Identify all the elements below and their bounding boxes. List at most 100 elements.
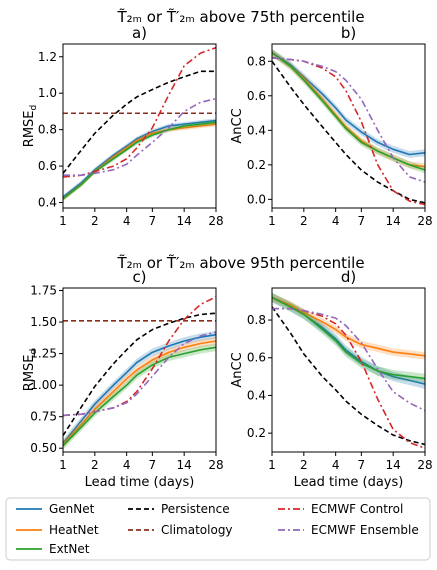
x-tick-label: 28 [417, 458, 432, 472]
series-persistence [63, 70, 216, 174]
legend-label-persistence: Persistence [161, 502, 230, 516]
series-extnet [63, 121, 216, 200]
legend-label-ecmwf_control: ECMWF Control [311, 502, 403, 516]
panel-3: 1 2 4 7 14 28 0.2 0.4 0.6 0.8 d) AnCC Lead time (day… [230, 268, 433, 490]
band-genet [63, 118, 216, 200]
x-tick-label: 1 [59, 458, 67, 472]
y-tick-label: 0.75 [30, 410, 57, 424]
x-tick-label: 4 [123, 214, 131, 228]
panel-1: 1 2 4 7 14 28 0.0 0.2 0.4 0.6 0.8 b) AnCC [230, 24, 433, 228]
y-tick-label: 1.2 [38, 50, 57, 64]
x-tick-label: 14 [177, 458, 192, 472]
row-title-bottom: T̃₂ₘ or T̃′₂ₘ above 95th percentile [116, 253, 364, 272]
y-tick-label: 1.00 [30, 378, 57, 392]
x-tick-label: 7 [149, 458, 157, 472]
x-tick-label: 1 [268, 214, 276, 228]
x-tick-label: 14 [386, 458, 401, 472]
band-heatnet [272, 49, 425, 171]
x-tick-label: 1 [268, 458, 276, 472]
y-axis-label: RMSEd [22, 349, 39, 391]
band-extnet [63, 120, 216, 202]
x-tick-label: 4 [123, 458, 131, 472]
x-tick-label: 2 [300, 214, 308, 228]
y-tick-label: 0.6 [247, 89, 266, 103]
plot-frame [62, 287, 217, 453]
panel-2: 1 2 4 7 14 28 0.50 0.75 1.00 1.25 1.50 1.75 c) RMSEd L… [22, 268, 224, 490]
y-tick-label: 0.8 [247, 54, 266, 68]
y-tick-label: 0.4 [38, 196, 57, 210]
x-tick-label: 14 [386, 214, 401, 228]
panel-label: d) [341, 268, 356, 286]
y-tick-label: 0.8 [38, 123, 57, 137]
band-genet [272, 292, 425, 389]
x-tick-label: 14 [177, 214, 192, 228]
series-persistence [63, 312, 216, 437]
legend-label-genet: GenNet [49, 502, 95, 516]
y-tick-label: 0.2 [247, 426, 266, 440]
x-tick-label: 4 [332, 458, 340, 472]
x-tick-label: 7 [358, 458, 366, 472]
legend-label-ecmwf_ensemble: ECMWF Ensemble [311, 523, 419, 537]
series-ecmwf_ensemble [272, 57, 425, 183]
x-tick-label: 2 [91, 458, 99, 472]
y-tick-label: 0.4 [247, 388, 266, 402]
y-tick-label: 0.8 [247, 313, 266, 327]
plot-frame [271, 287, 426, 453]
y-tick-label: 1.75 [30, 284, 57, 298]
band-genet [272, 49, 425, 158]
panel-label: b) [341, 24, 356, 42]
legend: GenNet HeatNet ExtNet Persistence Climatolog… [5, 497, 431, 561]
series-genet [63, 119, 216, 198]
series-persistence [272, 306, 425, 446]
legend-label-extnet: ExtNet [49, 542, 90, 556]
y-tick-label: 1.0 [38, 86, 57, 100]
y-axis-label: AnCC [230, 108, 245, 143]
y-tick-label: 0.6 [247, 351, 266, 365]
panel-label: a) [132, 24, 147, 42]
series-extnet [272, 51, 425, 171]
y-tick-label: 0.6 [38, 159, 57, 173]
y-axis-label: RMSEd [22, 105, 39, 147]
panel-0: 1 2 4 7 14 28 0.4 0.6 0.8 1.0 1.2 a) RMSEd [22, 24, 224, 228]
y-tick-label: 0.50 [30, 441, 57, 455]
row-title-top: T̃₂ₘ or T̃′₂ₘ above 75th percentile [116, 7, 364, 26]
legend-label-climatology: Climatology [161, 523, 233, 537]
series-ecmwf_ensemble [63, 97, 216, 176]
y-tick-label: 1.25 [30, 347, 57, 361]
series-ecmwf_control [272, 307, 425, 449]
y-tick-label: 0.4 [247, 123, 266, 137]
series-heatnet [63, 340, 216, 445]
y-tick-label: 0.0 [247, 192, 266, 206]
x-tick-label: 2 [91, 214, 99, 228]
x-tick-label: 28 [208, 214, 223, 228]
series-ecmwf_ensemble [272, 307, 425, 412]
x-tick-label: 1 [59, 214, 67, 228]
y-tick-label: 0.2 [247, 158, 266, 172]
band-heatnet [63, 121, 216, 202]
band-heatnet [272, 293, 425, 360]
band-extnet [272, 49, 425, 174]
panel-label: c) [132, 268, 146, 286]
x-tick-label: 2 [300, 458, 308, 472]
series-genet [272, 51, 425, 156]
y-axis-label: AnCC [230, 352, 245, 387]
series-ecmwf_control [63, 296, 216, 417]
x-tick-label: 28 [417, 214, 432, 228]
series-ecmwf_ensemble [63, 331, 216, 417]
series-extnet [63, 346, 216, 447]
series-ecmwf_control [63, 46, 216, 178]
legend-frame [5, 497, 431, 561]
x-axis-label: Lead time (days) [85, 475, 195, 490]
x-tick-label: 28 [208, 458, 223, 472]
plot-frame [271, 43, 426, 209]
series-extnet [272, 296, 425, 380]
plot-frame [62, 43, 217, 209]
x-tick-label: 4 [332, 214, 340, 228]
band-extnet [272, 292, 425, 384]
y-tick-label: 1.50 [30, 315, 57, 329]
series-persistence [272, 60, 425, 204]
x-axis-label: Lead time (days) [294, 475, 404, 490]
series-genet [63, 333, 216, 444]
x-tick-label: 7 [149, 214, 157, 228]
